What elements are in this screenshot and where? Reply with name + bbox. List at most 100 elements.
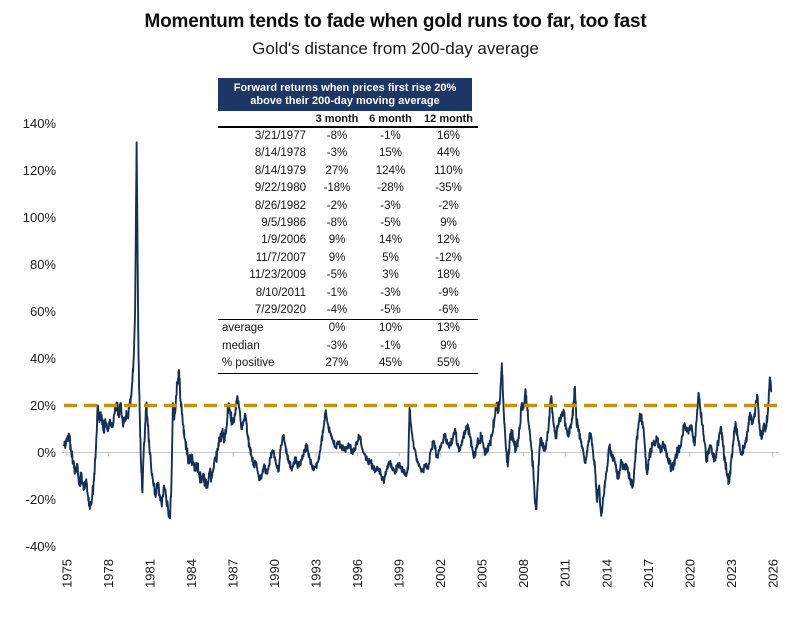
row-value: -28% bbox=[377, 182, 404, 195]
table-row: 3/21/1977 -8% -1% 16% bbox=[218, 127, 478, 145]
table-row: 8/26/1982 -2% -3% -2% bbox=[218, 198, 478, 215]
row-label: 8/14/1978 bbox=[254, 147, 306, 160]
page-subtitle: Gold's distance from 200-day average bbox=[252, 39, 539, 58]
row-value: 15% bbox=[378, 147, 403, 160]
forward-returns-table: Forward returns when prices first rise 2… bbox=[218, 78, 478, 374]
table-summary-row: average 0% 10% 13% bbox=[218, 320, 478, 338]
x-axis-label: 1987 bbox=[226, 559, 241, 588]
table-row: 11/7/2007 9% 5% -12% bbox=[218, 250, 478, 267]
row-value: 5% bbox=[382, 251, 399, 264]
row-value: 55% bbox=[419, 355, 478, 374]
x-axis-label: 2008 bbox=[516, 559, 531, 588]
table-column-header-row: 3 month 6 month 12 month bbox=[218, 111, 478, 128]
row-value: 9% bbox=[440, 339, 457, 352]
row-value: -18% bbox=[323, 182, 351, 195]
column-header: 3 month bbox=[312, 111, 362, 128]
y-axis-label: -40% bbox=[26, 539, 57, 554]
row-label: 8/14/1979 bbox=[254, 164, 306, 177]
column-header: 12 month bbox=[419, 111, 478, 128]
row-value: 12% bbox=[436, 234, 461, 247]
row-value: -2% bbox=[438, 199, 459, 212]
row-value: -1% bbox=[326, 286, 348, 299]
row-value: -5% bbox=[380, 217, 401, 230]
row-label: 3/21/1977 bbox=[254, 130, 306, 142]
y-axis-label: 20% bbox=[30, 398, 56, 413]
row-value: 110% bbox=[434, 164, 463, 177]
x-axis-label: 1975 bbox=[60, 559, 75, 588]
row-value: 44% bbox=[436, 147, 461, 160]
row-label: 9/5/1986 bbox=[261, 217, 306, 230]
y-axis-label: 100% bbox=[23, 210, 57, 225]
row-label: 1/9/2006 bbox=[261, 234, 306, 247]
column-header-blank bbox=[218, 111, 312, 128]
table-row: 7/29/2020 -4% -5% -6% bbox=[218, 302, 478, 321]
row-value: 0% bbox=[328, 322, 346, 335]
table-header-line1: Forward returns when prices first rise 2… bbox=[233, 82, 457, 94]
x-axis-label: 2023 bbox=[724, 559, 739, 588]
x-axis-label: 1984 bbox=[184, 559, 199, 588]
y-axis-label: 60% bbox=[30, 304, 56, 319]
row-value: 45% bbox=[362, 355, 419, 374]
x-axis-label: 1999 bbox=[392, 559, 407, 588]
y-axis-label: 120% bbox=[23, 163, 57, 178]
y-axis-label: -20% bbox=[26, 492, 57, 507]
x-axis-label: 2011 bbox=[558, 559, 573, 587]
table-row: 8/10/2011 -1% -3% -9% bbox=[218, 285, 478, 302]
row-value: -35% bbox=[435, 182, 462, 195]
gold-distance-line bbox=[63, 141, 773, 520]
row-value: -9% bbox=[438, 286, 459, 299]
row-label: 9/22/1980 bbox=[254, 182, 306, 195]
x-axis-label: 2014 bbox=[599, 559, 614, 588]
y-axis-label: 140% bbox=[23, 116, 57, 131]
row-label: % positive bbox=[218, 355, 312, 374]
row-value: -3% bbox=[380, 286, 401, 299]
x-axis-label: 1990 bbox=[267, 559, 282, 588]
row-value: -8% bbox=[326, 130, 348, 142]
row-value: 18% bbox=[436, 269, 461, 282]
table-row: 9/22/1980 -18% -28% -35% bbox=[218, 180, 478, 197]
table-row: 9/5/1986 -8% -5% 9% bbox=[218, 215, 478, 232]
row-label: 7/29/2020 bbox=[218, 302, 312, 321]
row-value: -5% bbox=[326, 269, 348, 282]
stats-table: 3 month 6 month 12 month 3/21/1977 -8% -1% 16… bbox=[218, 111, 478, 374]
x-axis-label: 1978 bbox=[101, 559, 116, 588]
row-value: 9% bbox=[328, 251, 346, 264]
table-summary-row: median -3% -1% 9% bbox=[218, 338, 478, 355]
table-row: 8/14/1978 -3% 15% 44% bbox=[218, 145, 478, 162]
row-label: 8/26/1982 bbox=[254, 199, 306, 212]
row-value: 27% bbox=[312, 355, 362, 374]
x-axis-label: 2026 bbox=[765, 559, 780, 588]
row-value: -6% bbox=[419, 302, 478, 321]
table-row: 1/9/2006 9% 14% 12% bbox=[218, 232, 478, 249]
row-value: 10% bbox=[378, 322, 403, 335]
x-axis-label: 2017 bbox=[641, 559, 656, 588]
x-axis-label: 1993 bbox=[309, 559, 324, 588]
table-header: Forward returns when prices first rise 2… bbox=[218, 78, 472, 111]
row-label: 11/23/2009 bbox=[249, 269, 306, 282]
x-axis-label: 1981 bbox=[143, 559, 158, 588]
table-row: 8/14/1979 27% 124% 110% bbox=[218, 163, 478, 180]
row-value: 9% bbox=[328, 234, 346, 247]
row-value: 27% bbox=[325, 164, 349, 177]
row-value: -8% bbox=[326, 217, 348, 230]
x-axis-label: 2002 bbox=[433, 559, 448, 588]
table-header-line2: above their 200-day moving average bbox=[250, 95, 440, 107]
row-value: 16% bbox=[436, 130, 461, 142]
row-value: 14% bbox=[378, 234, 403, 247]
x-axis-label: 2020 bbox=[682, 559, 697, 588]
row-value: 9% bbox=[440, 217, 457, 230]
row-label: median bbox=[222, 339, 260, 352]
table-row: 11/23/2009 -5% 3% 18% bbox=[218, 267, 478, 284]
y-axis-label: 0% bbox=[37, 445, 56, 460]
table-summary-row: % positive 27% 45% 55% bbox=[218, 355, 478, 374]
row-value: 124% bbox=[375, 164, 406, 177]
row-value: 3% bbox=[382, 269, 399, 282]
page-title: Momentum tends to fade when gold runs to… bbox=[144, 11, 647, 32]
row-value: -3% bbox=[380, 199, 401, 212]
row-value: -5% bbox=[362, 302, 419, 321]
row-value: 13% bbox=[436, 322, 461, 335]
row-label: 8/10/2011 bbox=[255, 286, 306, 299]
y-axis-label: 80% bbox=[30, 257, 56, 272]
